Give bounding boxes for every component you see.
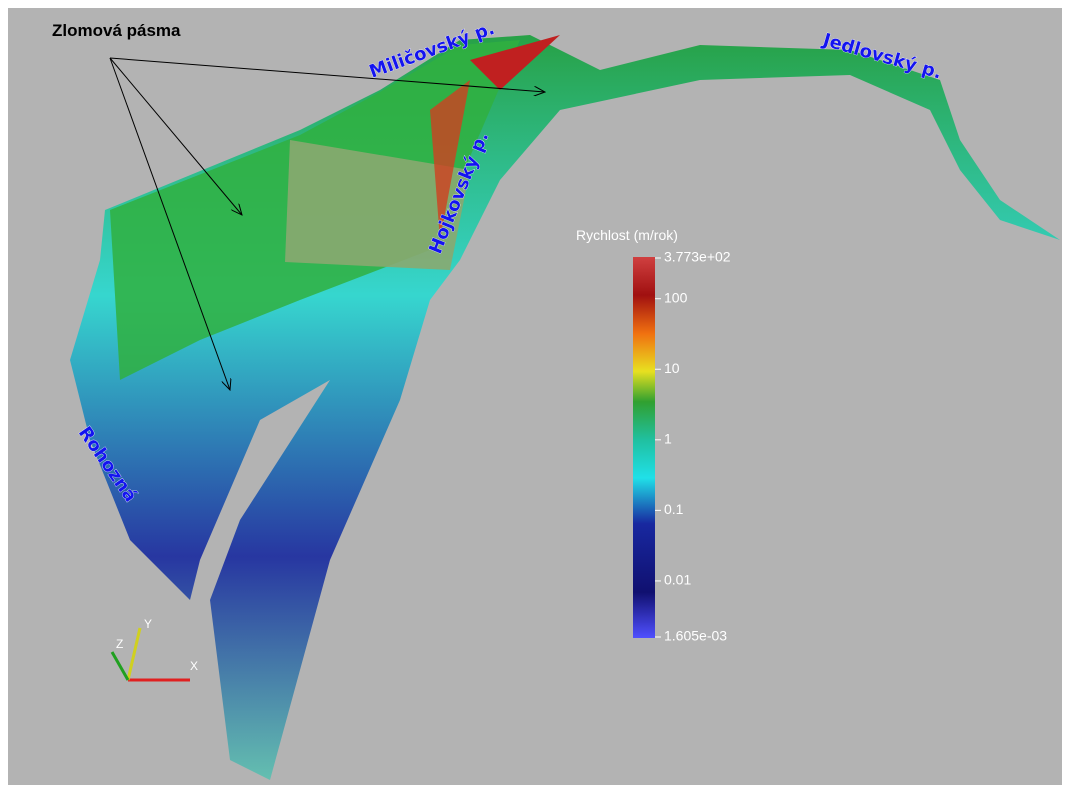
colorbar-tick-label: 3.773e+02 bbox=[664, 249, 731, 265]
colorbar-title: Rychlost (m/rok) bbox=[576, 227, 678, 243]
axis-label: X bbox=[190, 659, 198, 673]
colorbar-tick-label: 0.1 bbox=[664, 501, 684, 517]
colorbar-tick-label: 1 bbox=[664, 431, 672, 447]
colorbar-tick-label: 10 bbox=[664, 360, 680, 376]
axes-triad: X Y Z bbox=[110, 617, 198, 682]
colorbar-tick-label: 1.605e-03 bbox=[664, 628, 727, 644]
colorbar-tick-label: 100 bbox=[664, 289, 688, 305]
colorbar-tick-label: 0.01 bbox=[664, 572, 691, 588]
axis-label: Z bbox=[116, 637, 123, 651]
annotation-arrows bbox=[109, 57, 545, 390]
flow-field bbox=[70, 35, 1060, 780]
axis-label: Y bbox=[144, 617, 152, 631]
colorbar-gradient bbox=[633, 257, 655, 638]
colorbar: Rychlost (m/rok) 3.773e+02 100 10 1 0.1 0.01 1… bbox=[576, 227, 731, 644]
fault-zones-label: Zlomová pásma bbox=[52, 21, 181, 40]
